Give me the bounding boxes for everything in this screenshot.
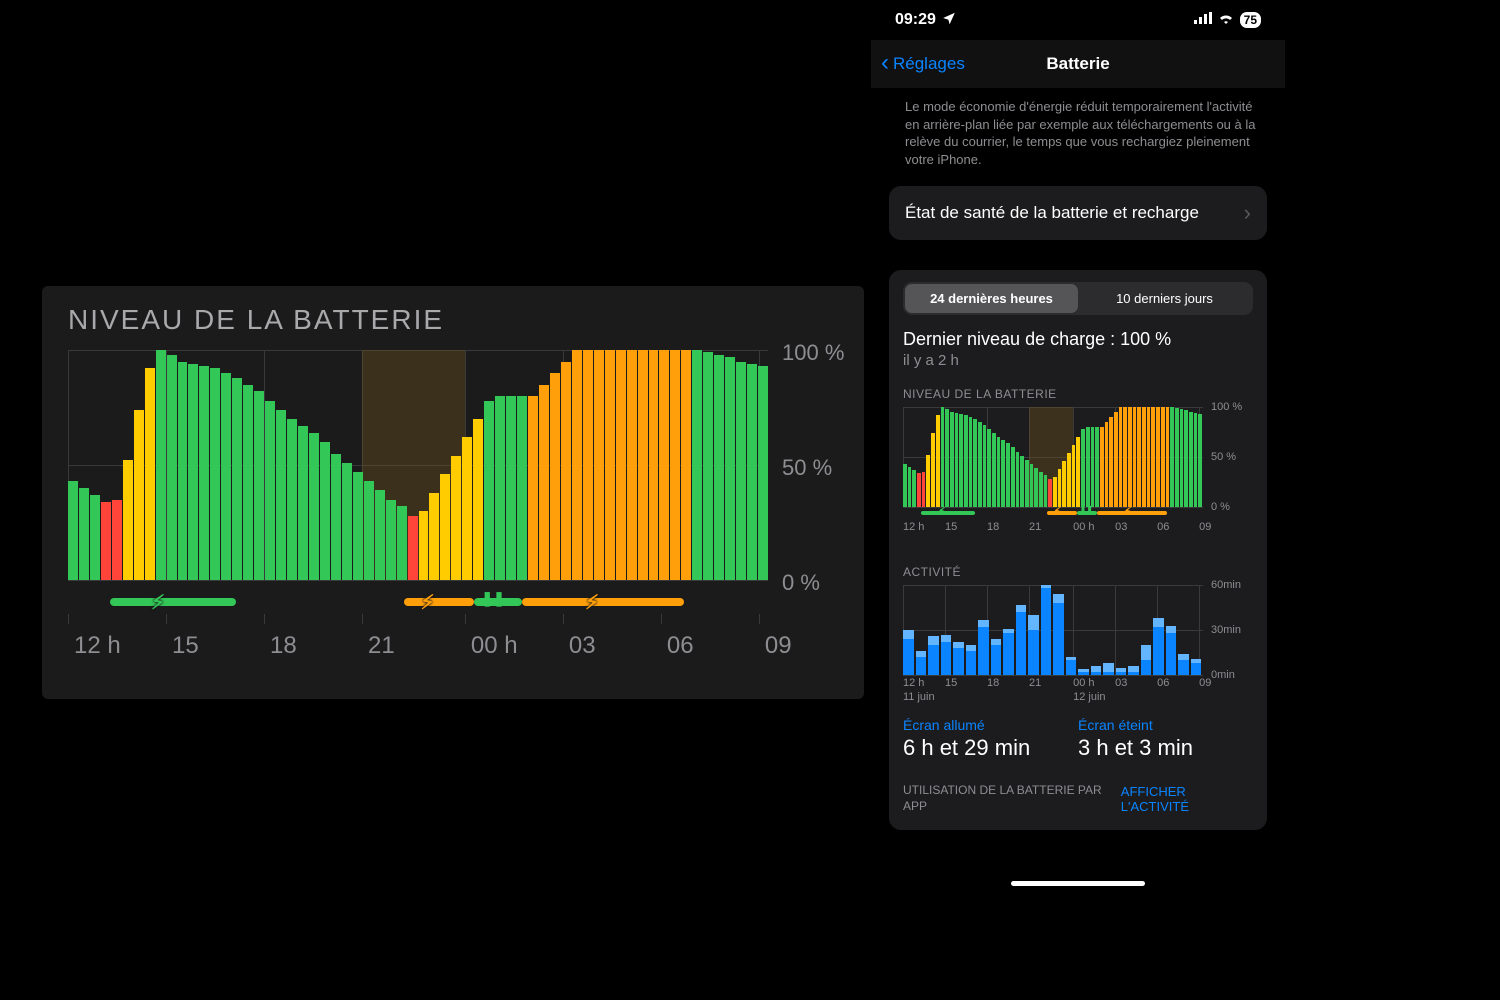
- battery-health-cell[interactable]: État de santé de la batterie et recharge…: [889, 186, 1267, 240]
- screen-off-value: 3 h et 3 min: [1078, 735, 1253, 761]
- chart-title: NIVEAU DE LA BATTERIE: [68, 304, 844, 336]
- iphone-settings-battery: 09:29 75 ‹ Réglages Batter: [871, 0, 1285, 892]
- charging-indicator-row: ⚡︎⚡︎❚❚⚡︎: [68, 588, 768, 618]
- screen-off-label: Écran éteint: [1078, 717, 1253, 733]
- nav-bar: ‹ Réglages Batterie: [871, 40, 1285, 88]
- show-activity-link[interactable]: AFFICHER L'ACTIVITÉ: [1121, 784, 1253, 814]
- chart-plot-area: 100 %50 %0 %: [68, 350, 844, 580]
- screen-on-value: 6 h et 29 min: [903, 735, 1078, 761]
- screen-time-row: Écran allumé 6 h et 29 min Écran éteint …: [903, 717, 1253, 761]
- home-indicator[interactable]: [1011, 881, 1145, 886]
- usage-by-app-title: UTILISATION DE LA BATTERIE PAR APP: [903, 783, 1121, 814]
- battery-level-chart-large: NIVEAU DE LA BATTERIE 100 %50 %0 % ⚡︎⚡︎❚…: [42, 286, 864, 699]
- battery-level-section-title: NIVEAU DE LA BATTERIE: [903, 387, 1253, 401]
- chart-x-axis: 12 h15182100 h030609: [68, 628, 768, 678]
- time-range-segmented[interactable]: 24 dernières heures 10 derniers jours: [903, 282, 1253, 315]
- low-power-description: Le mode économie d'énergie réduit tempor…: [871, 88, 1285, 186]
- battery-level-chart-small: 100 %50 %0 %: [903, 407, 1253, 507]
- cellular-icon: [1194, 11, 1212, 29]
- activity-section-title: ACTIVITÉ: [903, 565, 1253, 579]
- wifi-icon: [1218, 11, 1234, 29]
- activity-chart: 60min30min0min: [903, 585, 1253, 675]
- screen-on-label: Écran allumé: [903, 717, 1078, 733]
- back-button[interactable]: ‹ Réglages: [881, 52, 965, 76]
- cell-label: État de santé de la batterie et recharge: [905, 203, 1199, 223]
- last-charge-label: Dernier niveau de charge : 100 %: [903, 329, 1253, 350]
- status-time: 09:29: [895, 11, 936, 29]
- location-icon: [942, 11, 956, 30]
- battery-usage-card: 24 dernières heures 10 derniers jours De…: [889, 270, 1267, 830]
- battery-icon: 75: [1240, 12, 1261, 28]
- segment-24h[interactable]: 24 dernières heures: [905, 284, 1078, 313]
- last-charge-time: il y a 2 h: [903, 352, 1253, 369]
- chevron-right-icon: ›: [1244, 200, 1251, 226]
- chevron-left-icon: ‹: [881, 51, 889, 75]
- status-bar: 09:29 75: [871, 0, 1285, 40]
- segment-10d[interactable]: 10 derniers jours: [1078, 284, 1251, 313]
- back-label: Réglages: [893, 54, 965, 74]
